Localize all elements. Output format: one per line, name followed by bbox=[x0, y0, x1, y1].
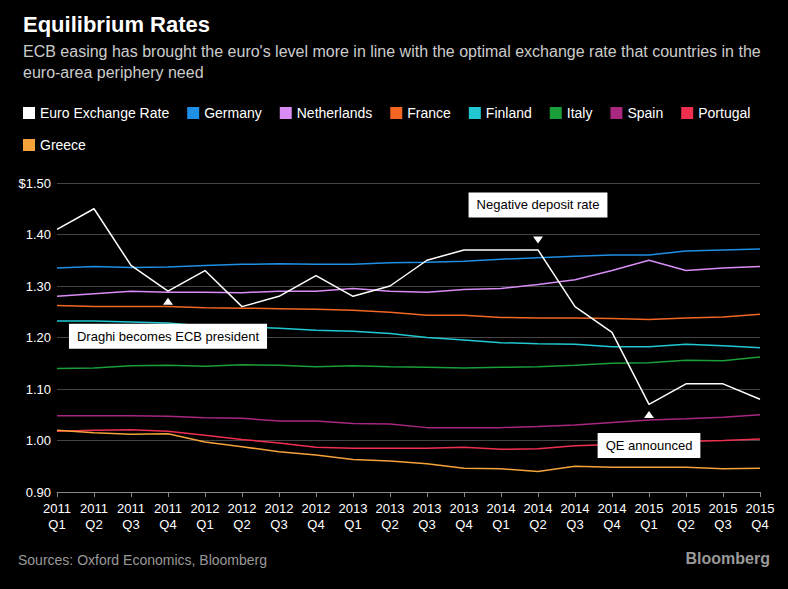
svg-text:Q4: Q4 bbox=[159, 517, 176, 532]
svg-text:2012: 2012 bbox=[265, 501, 294, 516]
svg-text:Q3: Q3 bbox=[714, 517, 731, 532]
svg-text:Sources: Oxford Economics, Blo: Sources: Oxford Economics, Bloomberg bbox=[18, 552, 267, 568]
svg-text:Finland: Finland bbox=[486, 105, 532, 121]
svg-text:Q1: Q1 bbox=[196, 517, 213, 532]
svg-text:Q2: Q2 bbox=[85, 517, 102, 532]
svg-text:Q2: Q2 bbox=[381, 517, 398, 532]
svg-text:$1.50: $1.50 bbox=[18, 176, 51, 191]
svg-text:Q2: Q2 bbox=[233, 517, 250, 532]
svg-text:2012: 2012 bbox=[228, 501, 257, 516]
svg-text:Q1: Q1 bbox=[492, 517, 509, 532]
svg-text:2013: 2013 bbox=[339, 501, 368, 516]
svg-text:2012: 2012 bbox=[191, 501, 220, 516]
svg-text:Q1: Q1 bbox=[344, 517, 361, 532]
svg-text:France: France bbox=[407, 105, 451, 121]
svg-text:2012: 2012 bbox=[302, 501, 331, 516]
svg-text:Q3: Q3 bbox=[418, 517, 435, 532]
svg-text:Netherlands: Netherlands bbox=[297, 105, 373, 121]
svg-text:Draghi becomes ECB president: Draghi becomes ECB president bbox=[77, 329, 259, 344]
svg-text:1.30: 1.30 bbox=[26, 279, 51, 294]
svg-text:2015: 2015 bbox=[709, 501, 738, 516]
svg-text:2015: 2015 bbox=[672, 501, 701, 516]
svg-text:2011: 2011 bbox=[80, 501, 108, 516]
svg-text:Q2: Q2 bbox=[677, 517, 694, 532]
svg-text:Germany: Germany bbox=[204, 105, 262, 121]
svg-text:Q4: Q4 bbox=[751, 517, 768, 532]
svg-text:1.10: 1.10 bbox=[26, 382, 51, 397]
svg-text:2014: 2014 bbox=[524, 501, 553, 516]
svg-text:Q1: Q1 bbox=[640, 517, 657, 532]
svg-text:Q3: Q3 bbox=[122, 517, 139, 532]
svg-text:2013: 2013 bbox=[450, 501, 479, 516]
svg-text:0.90: 0.90 bbox=[26, 485, 51, 500]
svg-text:Q3: Q3 bbox=[270, 517, 287, 532]
svg-text:euro-area periphery need: euro-area periphery need bbox=[23, 64, 204, 81]
svg-text:2013: 2013 bbox=[413, 501, 442, 516]
svg-text:Q4: Q4 bbox=[603, 517, 620, 532]
svg-text:Q4: Q4 bbox=[307, 517, 324, 532]
svg-text:1.20: 1.20 bbox=[26, 330, 51, 345]
svg-text:1.00: 1.00 bbox=[26, 433, 51, 448]
svg-text:2015: 2015 bbox=[746, 501, 775, 516]
svg-text:Q1: Q1 bbox=[48, 517, 65, 532]
svg-text:2014: 2014 bbox=[561, 501, 590, 516]
svg-text:2015: 2015 bbox=[635, 501, 664, 516]
svg-text:Euro Exchange Rate: Euro Exchange Rate bbox=[40, 105, 169, 121]
svg-text:2014: 2014 bbox=[598, 501, 627, 516]
svg-text:Q2: Q2 bbox=[529, 517, 546, 532]
svg-text:2014: 2014 bbox=[487, 501, 516, 516]
svg-text:QE announced: QE announced bbox=[606, 438, 693, 453]
svg-text:Spain: Spain bbox=[627, 105, 663, 121]
svg-text:ECB easing has brought the eur: ECB easing has brought the euro's level … bbox=[23, 43, 765, 60]
svg-text:Equilibrium Rates: Equilibrium Rates bbox=[23, 12, 210, 37]
svg-text:Greece: Greece bbox=[40, 137, 86, 153]
svg-text:Negative deposit rate: Negative deposit rate bbox=[477, 197, 600, 212]
svg-text:2011: 2011 bbox=[154, 501, 182, 516]
svg-text:Portugal: Portugal bbox=[698, 105, 750, 121]
svg-text:Bloomberg: Bloomberg bbox=[686, 550, 770, 567]
svg-text:Italy: Italy bbox=[567, 105, 593, 121]
svg-text:Q4: Q4 bbox=[455, 517, 472, 532]
svg-text:1.40: 1.40 bbox=[26, 227, 51, 242]
svg-text:2011: 2011 bbox=[117, 501, 145, 516]
svg-text:2013: 2013 bbox=[376, 501, 405, 516]
svg-text:Q3: Q3 bbox=[566, 517, 583, 532]
svg-text:2011: 2011 bbox=[43, 501, 71, 516]
